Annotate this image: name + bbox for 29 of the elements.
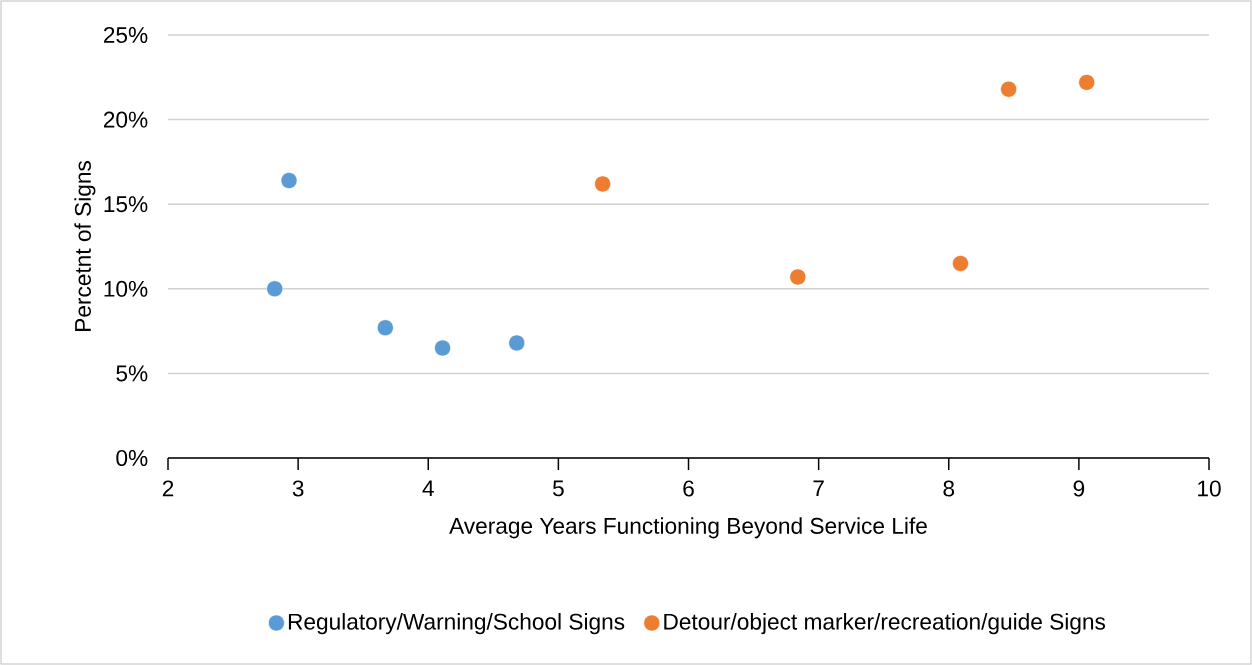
x-tick-label: 6	[683, 480, 694, 497]
point	[280, 172, 298, 189]
point	[952, 255, 969, 272]
x-tick-label: 2	[162, 480, 174, 497]
point	[434, 339, 451, 357]
y-tick-label: 20%	[103, 111, 148, 128]
y-tick-label: 10%	[104, 280, 148, 297]
point	[377, 319, 394, 336]
point	[508, 334, 526, 352]
point	[1078, 74, 1095, 91]
legend-label: Detour/object marker/recreation/guide Signs	[664, 613, 1106, 635]
y-tick-label: 15%	[104, 196, 148, 213]
x-tick-label: 8	[943, 480, 955, 497]
point	[266, 280, 283, 298]
point	[1000, 80, 1017, 98]
x-tick-label: 3	[292, 480, 304, 497]
x-tick-label: 10	[1198, 480, 1221, 497]
point	[789, 268, 807, 286]
x-tick-label: 9	[1073, 480, 1085, 497]
x-tick-label: 5	[552, 480, 564, 497]
y-axis-title: Percetnt of Signs	[74, 161, 96, 331]
y-tick-label: 0%	[116, 449, 148, 467]
y-tick-label: 25%	[103, 26, 148, 44]
x-tick-label: 4	[422, 480, 434, 497]
y-tick-label: 5%	[116, 365, 148, 382]
point	[594, 175, 611, 193]
legend-label: Regulatory/Warning/School Signs	[288, 613, 625, 635]
x-axis-title: Average Years Functioning Beyond Service Life	[449, 517, 927, 539]
x-tick-label: 7	[813, 480, 824, 497]
